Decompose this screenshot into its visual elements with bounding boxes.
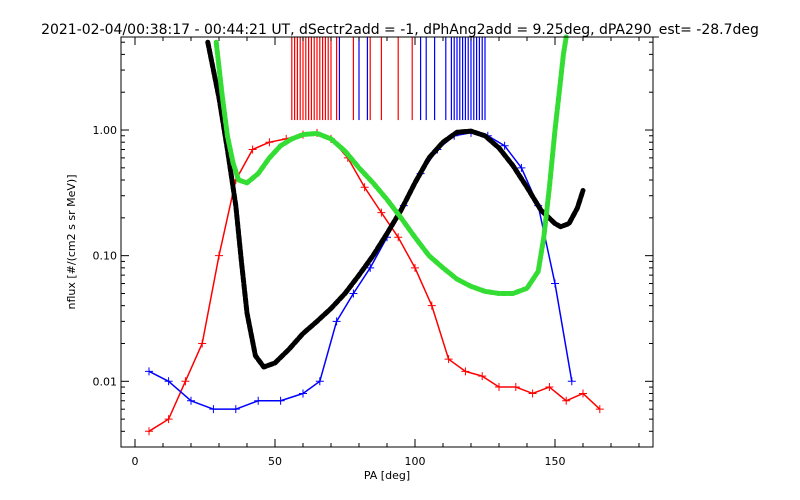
series-1-point-7 [299,389,307,398]
series-1-point-22 [551,279,559,288]
series-0-point-27 [595,405,604,414]
series-1-point-20 [517,163,526,172]
series-1-point-4 [231,405,240,414]
x-axis-label: PA [deg] [364,469,410,482]
series-1-point-23 [567,377,576,386]
chart-title: 2021-02-04/00:38:17 - 00:44:21 UT, dSect… [41,22,759,38]
series-1-point-1 [164,377,173,386]
series-0-point-17 [427,301,436,310]
series-0-point-7 [265,138,274,147]
axis-layer: 0 50 100 150 1.00 0.10 0.01 [93,37,653,468]
series-1-point-6 [276,396,285,405]
series-1-point-11 [366,263,375,272]
series-0-point-24 [545,383,554,392]
y-axis-label: nflux [#/(cm2 s sr MeV)] [65,175,78,310]
series-layer [145,34,604,436]
series-0-point-18 [444,355,453,364]
series-1-point-5 [254,396,263,405]
series-0-point-4 [215,251,223,260]
series-0-point-25 [562,396,571,405]
y-tick-label-1: 0.10 [93,250,118,263]
series-0-point-19 [461,367,470,376]
y-tick-label-0: 1.00 [93,124,118,137]
series-1-point-9 [332,317,341,326]
series-0-point-15 [394,233,403,242]
series-line-0 [148,132,601,432]
series-1-point-2 [187,396,195,405]
series-0-point-22 [511,383,520,392]
x-tick-label-2: 100 [405,455,426,468]
x-tick-label-3: 150 [545,455,566,468]
series-0-point-23 [528,389,537,398]
series-line-2 [205,39,586,370]
series-0-point-3 [198,339,207,348]
series-1-point-10 [349,289,358,298]
y-tick-label-2: 0.01 [93,375,118,388]
series-0-point-6 [248,145,257,154]
vertical-marker-layer [291,37,486,121]
x-tick-label-0: 0 [132,455,139,468]
plot-frame [120,36,654,448]
series-1-point-8 [315,377,324,386]
series-0-point-0 [145,427,153,436]
series-line-3 [213,34,569,296]
series-0-point-14 [377,208,386,217]
series-0-point-1 [164,415,173,424]
series-1-point-3 [209,405,218,414]
series-0-point-16 [411,263,419,272]
series-1-point-0 [145,367,153,376]
series-0-point-26 [579,389,587,398]
series-0-point-2 [181,377,190,386]
series-0-point-21 [495,383,503,392]
series-0-point-13 [360,183,369,192]
series-1-point-19 [500,141,509,150]
x-tick-label-1: 50 [268,455,282,468]
series-0-point-20 [478,372,487,381]
